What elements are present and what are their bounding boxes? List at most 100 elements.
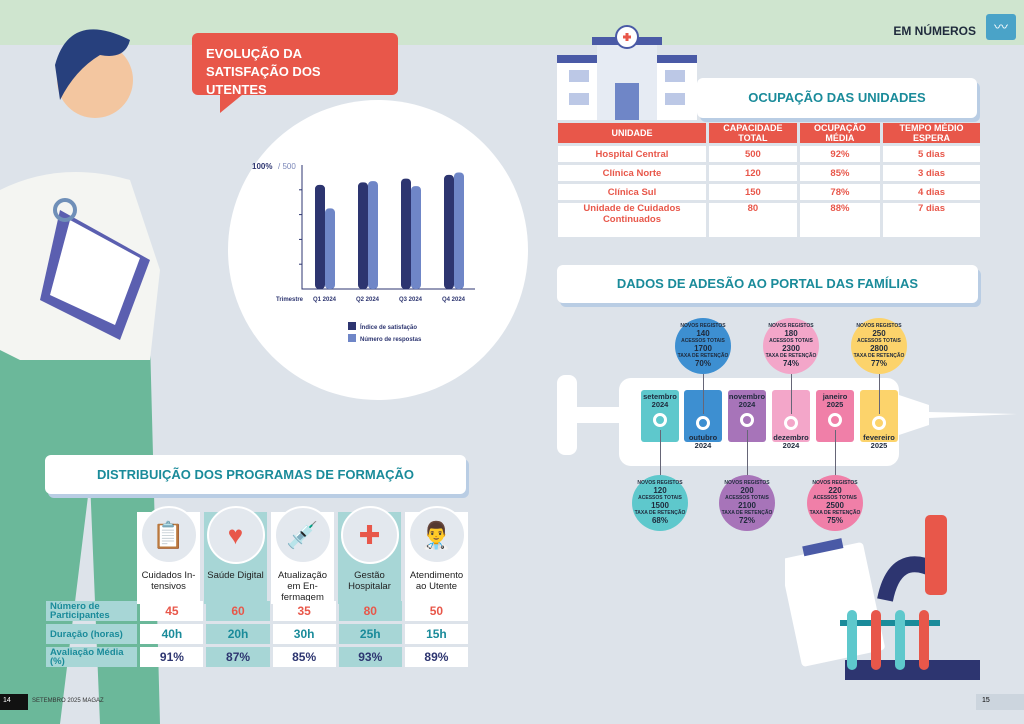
table-cell: 120 — [708, 165, 797, 181]
program-card: ✚ Gestão Hospitalar — [338, 506, 401, 604]
connector-line — [660, 430, 661, 476]
program-name: Saúde Digital — [207, 570, 264, 581]
table-row: Clínica Sul 150 78% 4 dias — [558, 184, 980, 200]
occupancy-table: UNIDADE CAPACIDADE TOTAL OCUPAÇÃO MÉDIA TEM… — [555, 120, 983, 240]
access-value: 2100 — [738, 501, 756, 510]
occupancy-title: OCUPAÇÃO DAS UNIDADES — [697, 78, 977, 118]
retention-value: 75% — [826, 516, 843, 525]
new-value: 220 — [828, 486, 842, 495]
connector-line — [791, 374, 792, 414]
legend-satisfaction: Índice de satisfação — [360, 323, 417, 331]
ring-icon — [696, 416, 710, 430]
month-label: dezembro 2024 — [773, 433, 809, 450]
access-value: 1700 — [694, 344, 712, 353]
program-card: 💉 Atualização em En-fermagem — [271, 506, 334, 604]
access-value: 2800 — [870, 344, 888, 353]
new-label: NOVOS REGISTOS — [856, 323, 902, 329]
retention-value: 77% — [870, 359, 887, 368]
table-cell: 85% — [799, 165, 881, 181]
table-row: Unidade de Cuidados Continuados 80 88% 7 di… — [558, 203, 980, 237]
month-dezembro: dezembro 2024 — [772, 390, 810, 450]
month-label: setembro 2024 — [643, 392, 677, 409]
connector-line — [879, 374, 880, 414]
ring-icon — [872, 416, 886, 430]
chart-line-icon: 〰 — [986, 14, 1016, 40]
y-top-label2: / 500 — [278, 162, 296, 171]
new-label: NOVOS REGISTOS — [812, 480, 858, 486]
table-cell: 150 — [708, 184, 797, 200]
rating-value: 93% — [338, 647, 402, 667]
column-header: TEMPO MÉDIO ESPERA — [883, 123, 980, 143]
stats-bubble: NOVOS REGISTOS 120 ACESSOS TOTAIS 1500 TAXA … — [632, 475, 688, 531]
table-cell: Clínica Norte — [558, 165, 706, 181]
new-label: NOVOS REGISTOS — [637, 480, 683, 486]
table-cell: 80 — [708, 203, 797, 237]
x-tick-label: Q4 2024 — [442, 297, 466, 303]
connector-line — [835, 430, 836, 476]
footer-text: SETEMBRO 2025 MAGAZ — [32, 698, 104, 704]
new-value: 140 — [696, 329, 710, 338]
month-label: janeiro 2025 — [822, 392, 848, 409]
participants-value: 35 — [272, 601, 336, 621]
microscope-clipboard-illustration — [785, 515, 980, 680]
page-number-right: 15 — [976, 694, 1024, 710]
new-value: 250 — [872, 329, 886, 338]
stats-bubble: NOVOS REGISTOS 180 ACESSOS TOTAIS 2300 TAXA … — [763, 318, 819, 374]
retention-label: TAXA DE RETENÇÃO — [677, 353, 729, 359]
program-name: Cuidados In-tensivos — [141, 570, 196, 592]
bar-responses — [454, 172, 464, 289]
satisfaction-title: EVOLUÇÃO DA SATISFAÇÃO DOS UTENTES — [192, 33, 398, 113]
table-row: Hospital Central 500 92% 5 dias — [558, 146, 980, 162]
stats-bubble: NOVOS REGISTOS 250 ACESSOS TOTAIS 2800 TAXA … — [851, 318, 907, 374]
retention-value: 68% — [651, 516, 668, 525]
month-setembro: setembro 2024 — [641, 390, 679, 442]
satisfaction-chart: 100% / 500 Trimestre Q1 2024 Q2 2024 Q3 20… — [252, 162, 475, 343]
program-name: Atendimento ao Utente — [409, 570, 464, 592]
programs-title: DISTRIBUIÇÃO DOS PROGRAMAS DE FORMAÇÃO — [45, 455, 466, 494]
bar-responses — [411, 186, 421, 289]
retention-label: TAXA DE RETENÇÃO — [809, 510, 861, 516]
bar-responses — [368, 181, 378, 289]
bar-satisfaction — [444, 174, 454, 289]
new-value: 200 — [740, 486, 754, 495]
doctor-icon: 👨‍⚕️ — [407, 506, 466, 564]
access-label: ACESSOS TOTAIS — [638, 495, 682, 501]
heart-monitor-icon: ♥ — [206, 506, 265, 564]
access-value: 2300 — [782, 344, 800, 353]
section-title: EM NÚMEROS — [893, 24, 976, 38]
table-cell: Unidade de Cuidados Continuados — [558, 203, 706, 237]
column-header: CAPACIDADE TOTAL — [708, 123, 797, 143]
stats-bubble: NOVOS REGISTOS 200 ACESSOS TOTAIS 2100 TAXA … — [719, 475, 775, 531]
bar-satisfaction — [401, 178, 411, 289]
retention-value: 72% — [738, 516, 755, 525]
new-label: NOVOS REGISTOS — [724, 480, 770, 486]
month-label: outubro 2024 — [688, 433, 718, 450]
syringe-icon: 💉 — [273, 506, 332, 564]
y-top-label: 100% — [252, 162, 272, 171]
rating-value: 91% — [140, 647, 204, 667]
retention-value: 70% — [694, 359, 711, 368]
ring-icon — [828, 413, 842, 427]
ring-icon — [740, 413, 754, 427]
x-axis-label: Trimestre — [276, 297, 304, 303]
page-number-left: 14 — [0, 694, 28, 710]
bar-satisfaction — [358, 182, 368, 289]
participants-value: 80 — [338, 601, 402, 621]
table-row: Clínica Norte 120 85% 3 dias — [558, 165, 980, 181]
x-tick-label: Q2 2024 — [356, 297, 380, 303]
program-name: Gestão Hospitalar — [348, 570, 391, 592]
legend-swatch-satisfaction — [348, 322, 356, 330]
rating-value: 89% — [404, 647, 468, 667]
table-cell: 88% — [799, 203, 881, 237]
table-cell: Clínica Sul — [558, 184, 706, 200]
retention-label: TAXA DE RETENÇÃO — [634, 510, 686, 516]
table-cell: 7 dias — [883, 203, 980, 237]
new-value: 120 — [653, 486, 667, 495]
program-card: 👨‍⚕️ Atendimento ao Utente — [405, 506, 468, 604]
stats-bubble: NOVOS REGISTOS 220 ACESSOS TOTAIS 2500 TAXA … — [807, 475, 863, 531]
table-cell: 5 dias — [883, 146, 980, 162]
retention-value: 74% — [782, 359, 799, 368]
access-value: 1500 — [651, 501, 669, 510]
table-row: Número de Participantes 45 60 35 80 50 — [46, 601, 468, 621]
row-label: Número de Participantes — [46, 601, 138, 621]
